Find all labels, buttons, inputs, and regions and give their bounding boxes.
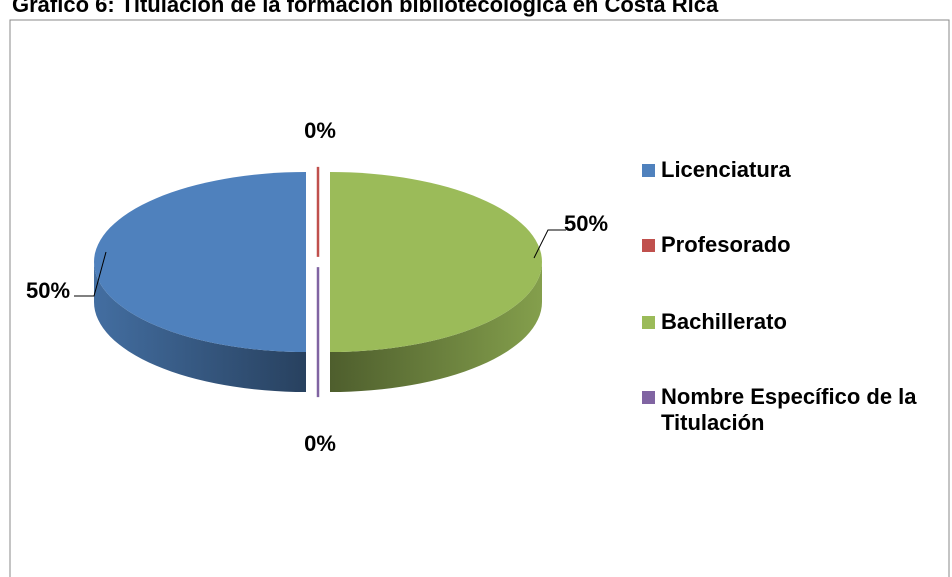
data-label: 50% — [26, 278, 70, 303]
pie-side — [94, 262, 306, 392]
legend-label: Licenciatura — [661, 157, 791, 182]
data-label: 0% — [304, 431, 336, 456]
data-label: 50% — [564, 211, 608, 236]
pie-slice — [94, 172, 306, 352]
legend-swatch — [642, 164, 655, 177]
legend-item: Bachillerato — [642, 309, 942, 335]
pie-slice — [330, 172, 542, 352]
legend-label: Profesorado — [661, 232, 791, 257]
data-label: 0% — [304, 118, 336, 143]
chart-frame — [9, 19, 950, 577]
pie-sides — [94, 262, 542, 392]
pie-tops — [94, 166, 542, 398]
chart-title: Gráfico 6: Titulación de la formación bi… — [12, 0, 719, 17]
legend-swatch — [642, 239, 655, 252]
legend-label: Nombre Específico de la Titulación — [661, 384, 917, 435]
legend-label: Bachillerato — [661, 309, 787, 334]
legend-item: Licenciatura — [642, 157, 942, 183]
pie-side — [330, 262, 542, 392]
leader-line — [533, 229, 566, 259]
legend-item: Nombre Específico de la Titulación — [642, 384, 942, 436]
legend-item: Profesorado — [642, 232, 942, 258]
leader-line — [74, 251, 107, 297]
legend-swatch — [642, 391, 655, 404]
legend-swatch — [642, 316, 655, 329]
